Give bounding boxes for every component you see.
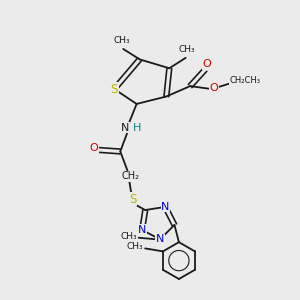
Text: CH₃: CH₃ xyxy=(113,36,130,45)
Text: CH₂: CH₂ xyxy=(122,172,140,182)
Text: O: O xyxy=(203,59,212,69)
Text: H: H xyxy=(132,123,141,133)
Text: N: N xyxy=(161,202,170,212)
Text: O: O xyxy=(90,142,98,153)
Text: CH₃: CH₃ xyxy=(179,45,196,54)
Text: S: S xyxy=(111,82,118,96)
Text: CH₃: CH₃ xyxy=(126,242,143,250)
Text: N: N xyxy=(121,123,130,133)
Text: O: O xyxy=(209,83,218,94)
Text: N: N xyxy=(138,225,146,235)
Text: S: S xyxy=(129,193,136,206)
Text: CH₂CH₃: CH₂CH₃ xyxy=(230,76,261,85)
Text: N: N xyxy=(156,234,164,244)
Text: CH₃: CH₃ xyxy=(120,232,136,242)
